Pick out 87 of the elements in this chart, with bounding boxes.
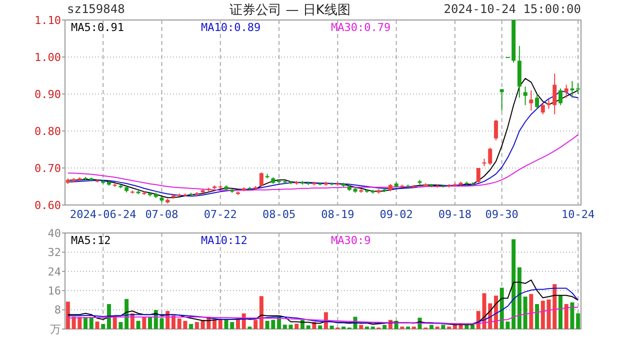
bar: [464, 324, 469, 329]
candlestick: [535, 94, 540, 110]
bar: [66, 302, 70, 329]
text: MA30:9: [331, 234, 371, 247]
bar: [441, 324, 446, 329]
bar: [189, 324, 194, 329]
bar: [576, 313, 580, 329]
candlestick: [540, 102, 545, 115]
bar: [429, 324, 434, 329]
bar: [470, 324, 475, 329]
bar: [570, 302, 574, 329]
bar: [84, 317, 88, 329]
candlestick: [259, 172, 264, 187]
y-tick-label: 0.70: [34, 162, 61, 175]
bar: [106, 304, 111, 329]
bar: [330, 326, 334, 329]
candlestick: [476, 168, 480, 184]
x-tick-label: 08-19: [321, 208, 354, 221]
bar: [148, 317, 152, 329]
bar: [452, 324, 457, 329]
bar: [535, 304, 540, 329]
candlestick: [488, 147, 492, 166]
text: MA10:0.89: [201, 21, 261, 34]
candlestick: [552, 73, 557, 115]
bar: [282, 324, 287, 329]
candlestick: [564, 84, 568, 98]
text: 2024-10-24 15:00:00: [444, 2, 581, 16]
y-tick-label: 32: [48, 246, 61, 260]
line-series: [67, 134, 579, 191]
bar: [512, 239, 516, 329]
bar: [160, 318, 164, 329]
x-tick-label: 08-05: [262, 208, 296, 221]
bar: [318, 325, 322, 329]
bar: [171, 316, 176, 329]
bar: [230, 322, 234, 329]
x-tick-label: 10-24: [562, 208, 595, 221]
bar: [101, 324, 106, 329]
candlestick: [529, 90, 534, 112]
text: sz159848: [67, 2, 125, 16]
bar: [254, 320, 258, 329]
bar: [288, 324, 293, 329]
bar: [517, 267, 522, 329]
bar: [142, 317, 146, 329]
text: MA10:12: [201, 234, 248, 247]
bar: [552, 284, 557, 329]
x-tick-label: 07-08: [145, 208, 178, 221]
bar: [558, 296, 562, 329]
bar: [194, 322, 199, 329]
bar: [306, 325, 310, 329]
bar: [523, 296, 528, 329]
candlestick: [523, 86, 528, 106]
bar: [540, 300, 545, 329]
y-tick-label: 24: [48, 265, 62, 278]
text: MA30:0.79: [331, 21, 391, 34]
x-tick-label: 09-02: [380, 208, 413, 221]
candlestick: [570, 80, 574, 98]
text: MA5:0.91: [71, 21, 124, 34]
bar: [529, 294, 534, 329]
line-series: [67, 306, 579, 324]
text: MA5:12: [71, 234, 111, 247]
bar: [294, 324, 299, 329]
x-tick-label: 09-18: [438, 208, 472, 221]
candlestick: [500, 88, 504, 112]
x-tick-label: 07-22: [204, 208, 237, 221]
chart-title: 证券公司 — 日K线图: [230, 3, 350, 18]
bar: [259, 296, 264, 329]
bar: [382, 324, 387, 329]
y-tick-label: 0.90: [34, 88, 61, 101]
x-tick-label: 09-30: [485, 208, 518, 221]
y-tick-label: 万: [50, 322, 61, 336]
bar: [564, 304, 568, 329]
y-tick-label: 1.10: [34, 14, 61, 27]
bar: [89, 317, 94, 329]
bar: [359, 324, 364, 329]
y-tick-label: 40: [48, 226, 61, 240]
x-tick-label: 2024-06-24: [70, 208, 137, 221]
y-tick-label: 8: [54, 304, 61, 317]
y-tick-label: 16: [48, 284, 61, 298]
y-tick-label: 1.00: [34, 50, 61, 64]
bar: [118, 322, 123, 329]
y-tick-label: 0.80: [34, 124, 61, 138]
bar: [212, 319, 217, 329]
line-series: [67, 288, 579, 324]
candlestick: [558, 88, 562, 106]
y-tick-label: 0.60: [34, 198, 61, 212]
candlestick: [494, 119, 498, 141]
bar: [136, 320, 140, 329]
